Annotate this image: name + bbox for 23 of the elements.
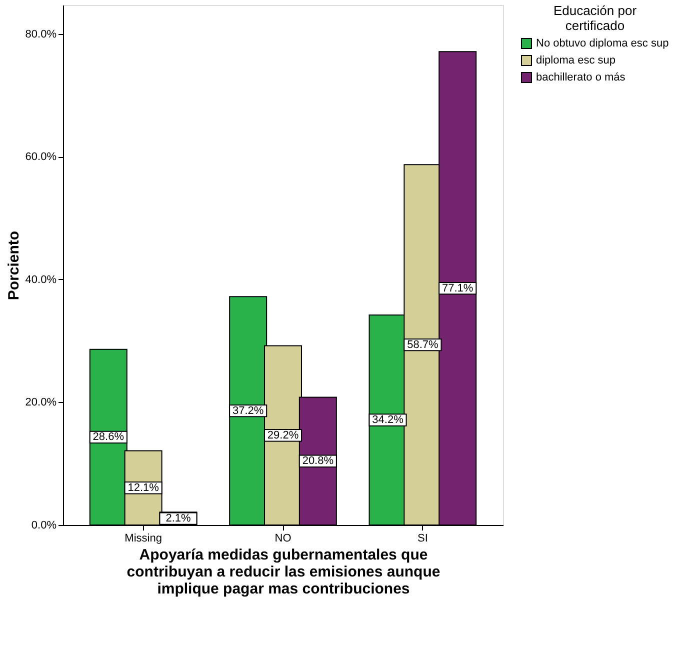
y-tick-label: 60.0%	[25, 151, 57, 164]
data-label: 28.6%	[92, 431, 124, 444]
data-label: 58.7%	[407, 338, 438, 351]
x-tick-label: NO	[274, 532, 292, 544]
x-tick-label: Missing	[124, 532, 162, 544]
legend-title: Educación por certificado	[553, 3, 638, 33]
data-label: 12.1%	[128, 482, 160, 494]
data-label: 20.8%	[302, 455, 334, 468]
legend-label: diploma esc sup	[536, 54, 616, 66]
y-tick-label: 0.0%	[31, 520, 57, 532]
y-tick-label: 40.0%	[25, 274, 57, 286]
data-label: 77.1%	[442, 282, 474, 294]
data-label: 37.2%	[232, 404, 264, 417]
y-tick-label: 80.0%	[25, 28, 57, 40]
legend-label: bachillerato o más	[536, 72, 626, 84]
data-label: 2.1%	[166, 512, 191, 525]
y-tick-label: 20.0%	[25, 396, 57, 409]
y-axis-title: Porciento	[5, 230, 22, 300]
x-tick-label: SI	[417, 532, 428, 544]
legend-label: No obtuvo diploma esc sup	[536, 38, 669, 50]
data-label: 34.2%	[372, 414, 404, 426]
x-axis-title: Apoyaría medidas gubernamentales que contribuyan a reducir las emisiones aunque implique pagar mas contribuciones	[126, 546, 440, 598]
data-label: 29.2%	[267, 429, 299, 442]
